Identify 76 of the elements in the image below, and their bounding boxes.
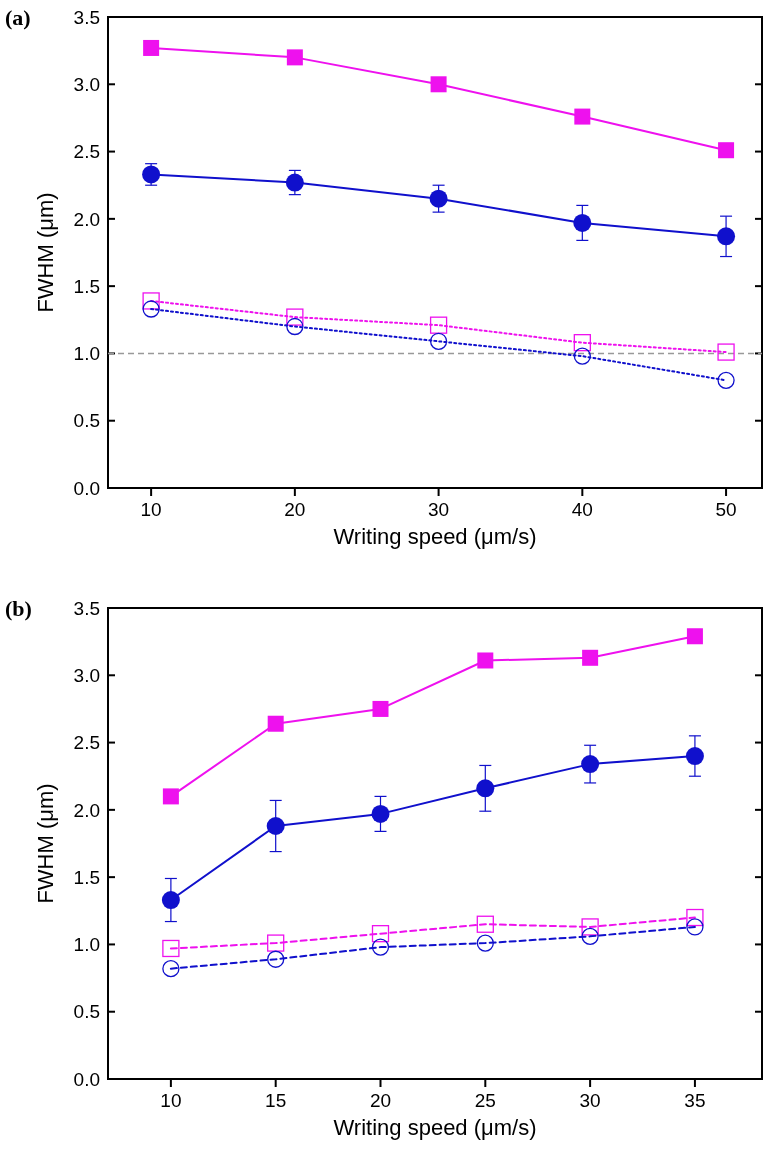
x-tick-label: 35: [684, 1090, 706, 1111]
point: [286, 317, 304, 336]
point: [162, 939, 180, 958]
point: [430, 76, 447, 93]
point: [581, 755, 600, 774]
point: [581, 927, 599, 945]
x-tick-label: 25: [474, 1090, 496, 1111]
point: [581, 918, 599, 936]
point: [573, 334, 591, 352]
point: [286, 308, 304, 326]
point: [161, 891, 180, 910]
point: [267, 715, 284, 732]
point: [717, 227, 736, 246]
y-tick-label: 3.5: [73, 6, 100, 28]
point: [429, 316, 448, 334]
point: [286, 49, 303, 66]
y-tick-label: 2.0: [73, 799, 100, 821]
point: [476, 934, 494, 952]
point: [574, 108, 591, 125]
x-tick-label: 20: [284, 499, 306, 520]
y-tick-label: 2.5: [73, 732, 100, 754]
x-tick-label: 20: [369, 1090, 392, 1111]
point: [143, 39, 160, 56]
chart-title: (a): [5, 5, 31, 30]
point: [372, 700, 389, 717]
point: [371, 925, 390, 943]
y-tick-label: 2.0: [73, 208, 100, 230]
point: [429, 332, 448, 350]
x-axis-title: Writing speed (μm/s): [333, 524, 537, 549]
x-tick-label: 50: [715, 499, 737, 520]
y-tick-label: 0.0: [73, 477, 100, 499]
point: [573, 347, 591, 365]
y-tick-label: 0.5: [73, 410, 100, 432]
point: [266, 817, 285, 836]
x-tick-label: 15: [265, 1090, 287, 1111]
point: [718, 142, 735, 159]
y-axis-title: FWHM (μm): [33, 192, 58, 313]
y-tick-label: 3.0: [73, 73, 100, 95]
point: [477, 652, 494, 669]
y-tick-label: 2.5: [73, 141, 100, 163]
y-tick-label: 1.0: [73, 934, 100, 956]
x-tick-label: 10: [160, 1090, 182, 1111]
y-axis-title: FWHM (μm): [33, 783, 58, 904]
x-tick-label: 30: [579, 1090, 601, 1111]
point: [582, 649, 599, 666]
point: [429, 189, 448, 208]
point: [371, 938, 390, 956]
point: [476, 915, 494, 933]
chart-title: (b): [5, 596, 32, 621]
point: [717, 371, 735, 389]
point: [686, 908, 704, 927]
point: [685, 747, 704, 766]
point: [285, 173, 304, 192]
point: [686, 628, 703, 645]
y-tick-label: 0.0: [73, 1068, 100, 1090]
point: [142, 300, 160, 318]
point: [162, 960, 180, 978]
x-tick-label: 10: [140, 499, 162, 520]
y-tick-label: 3.0: [73, 664, 100, 686]
point: [717, 343, 735, 361]
y-tick-label: 1.5: [73, 866, 100, 888]
x-axis-title: Writing speed (μm/s): [333, 1115, 537, 1140]
point: [142, 292, 160, 310]
point: [371, 804, 390, 823]
point: [686, 918, 704, 936]
point: [573, 213, 592, 232]
point: [267, 950, 285, 968]
x-tick-label: 30: [428, 499, 450, 520]
y-tick-label: 1.5: [73, 275, 100, 297]
y-tick-label: 1.0: [73, 343, 100, 365]
point: [267, 934, 285, 952]
x-tick-label: 40: [571, 499, 593, 520]
y-tick-label: 0.5: [73, 1001, 100, 1023]
y-tick-label: 3.5: [73, 597, 100, 619]
point: [476, 779, 495, 798]
point: [162, 788, 179, 805]
